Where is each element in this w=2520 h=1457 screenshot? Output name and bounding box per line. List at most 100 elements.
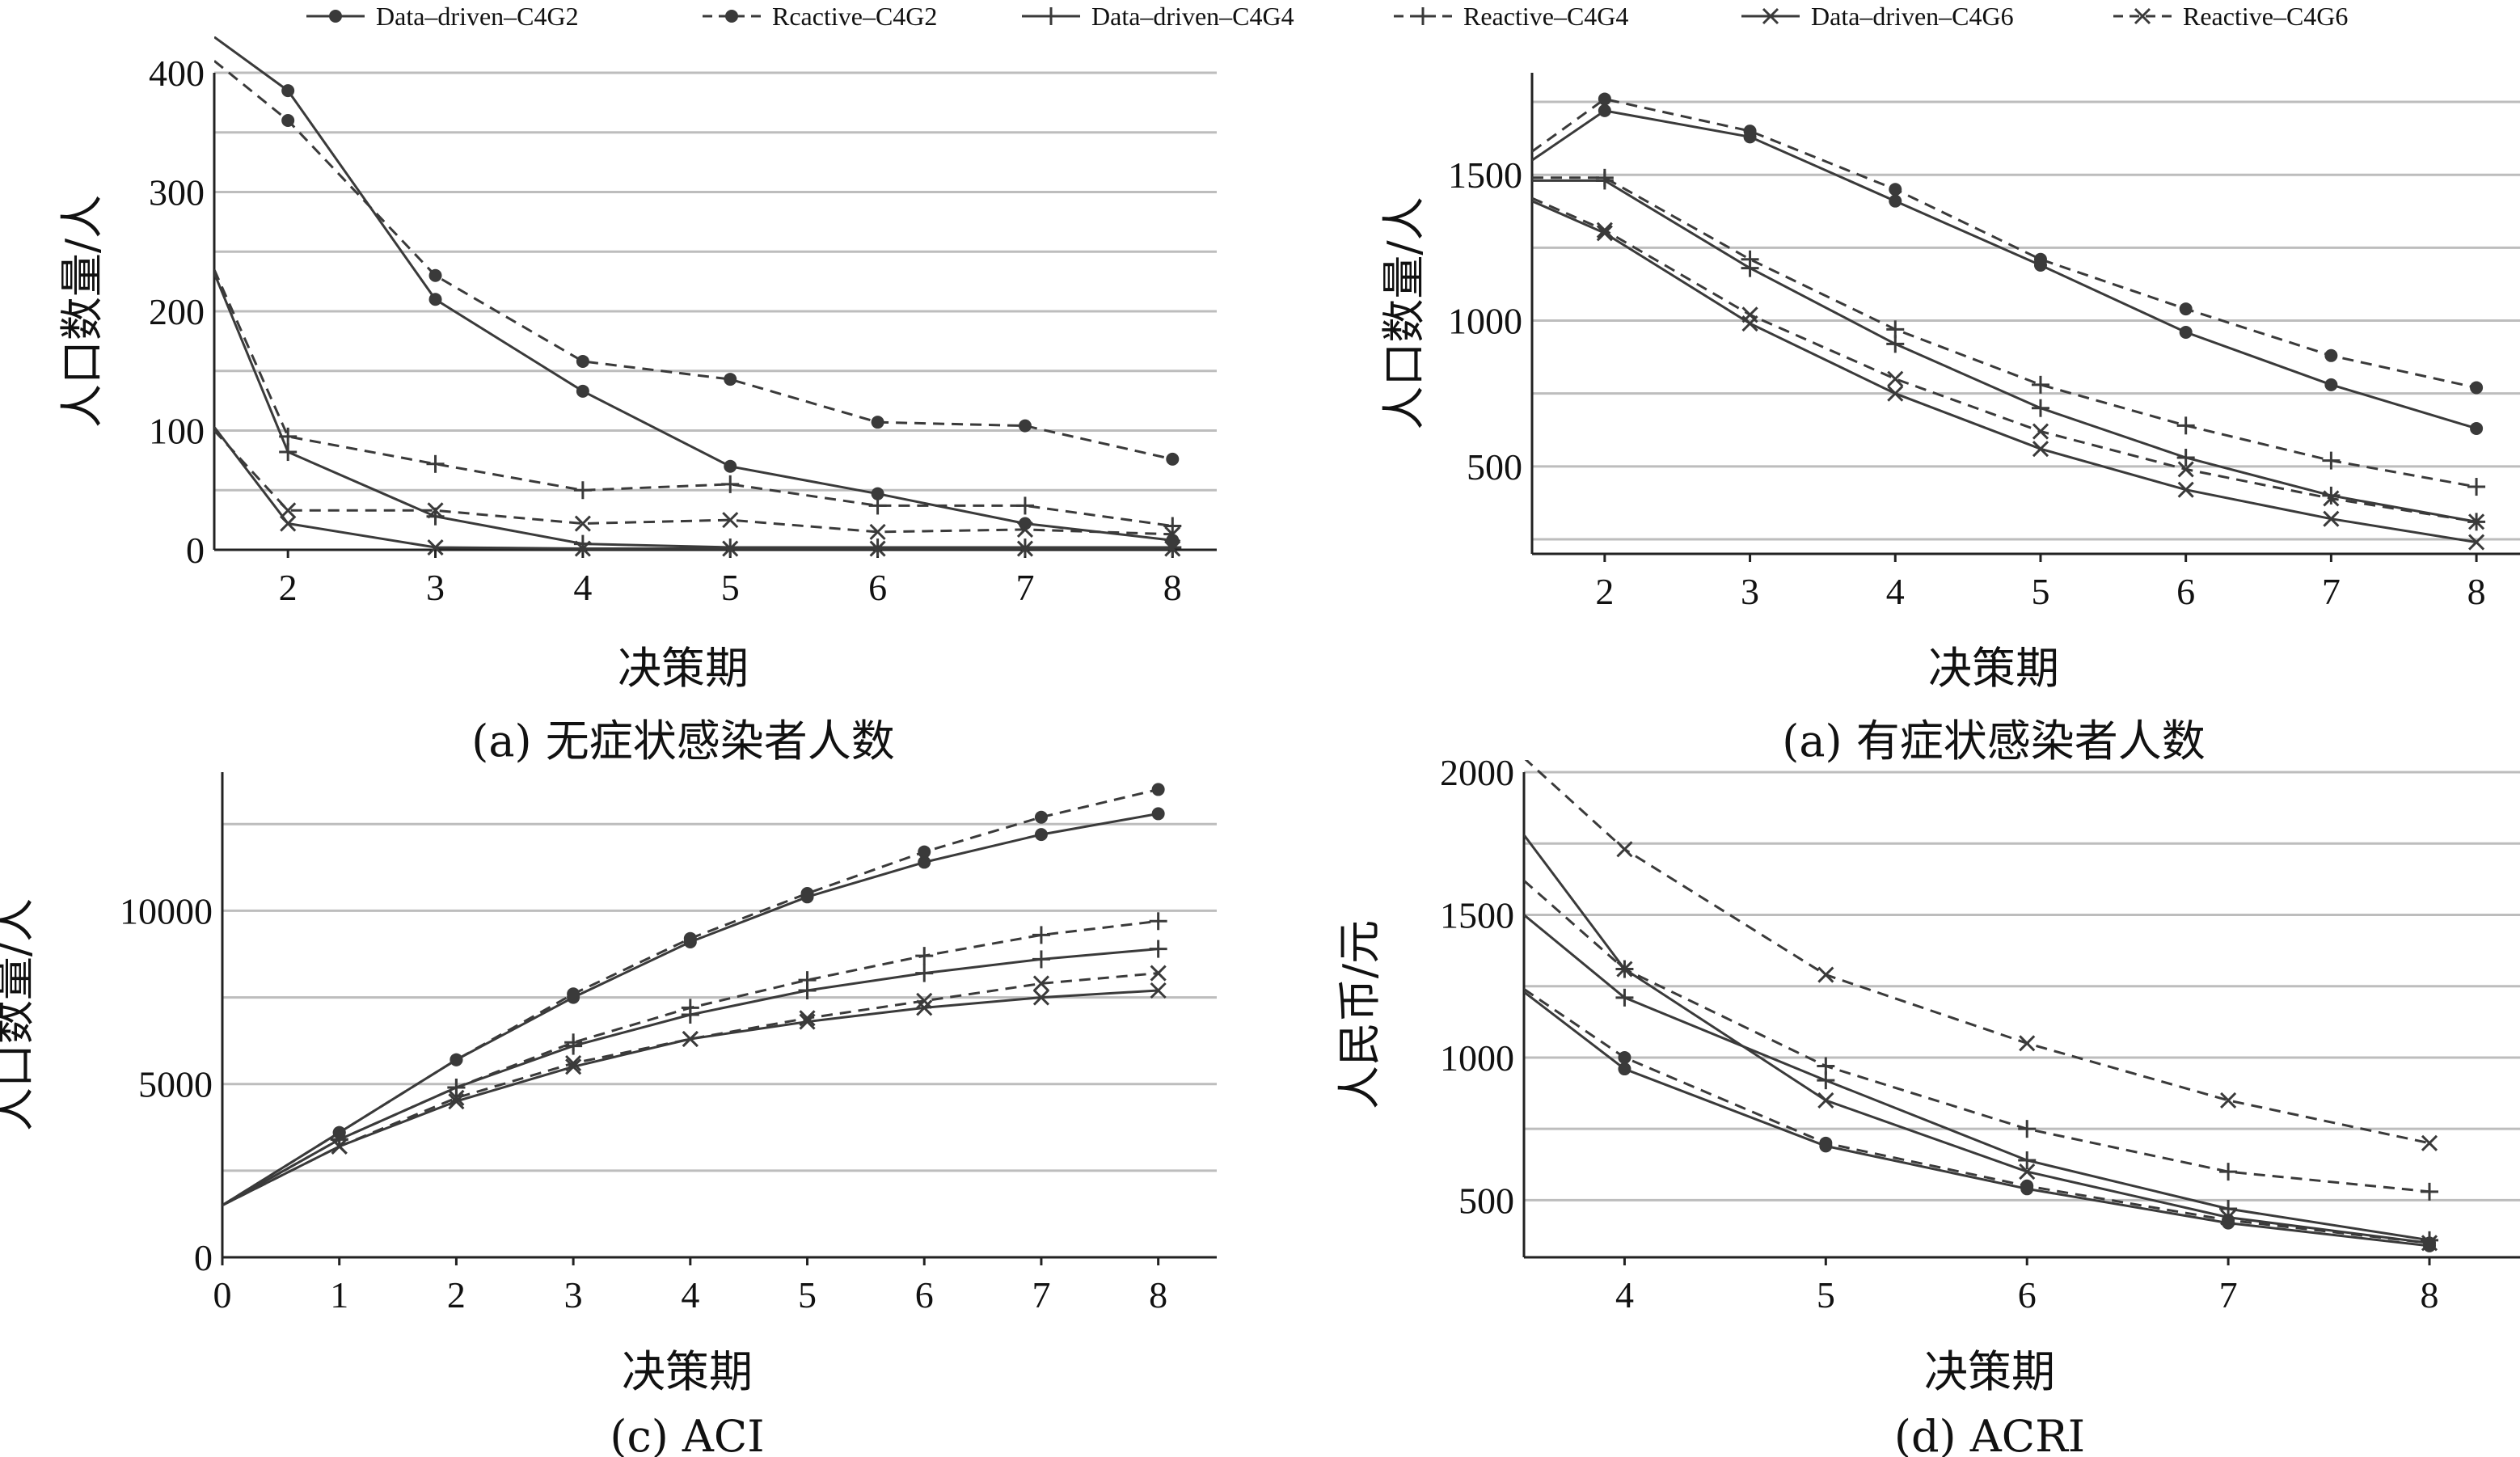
series-line (1532, 109, 2477, 430)
data-point (1618, 1050, 1631, 1064)
x-tick-label: 5 (721, 567, 740, 608)
series-3 (214, 268, 1182, 535)
x-tick-label: 8 (1163, 567, 1182, 608)
data-point (2322, 486, 2341, 505)
data-point (427, 538, 444, 556)
x-tick-label: 4 (1886, 571, 1905, 612)
x-tick-label: 6 (2176, 571, 2195, 612)
legend: Data–driven–C4G2 Rcactive–C4G2 Data–driven… (0, 0, 2520, 32)
data-point (2177, 461, 2194, 478)
series-line (1532, 176, 2477, 488)
data-point (2220, 1209, 2237, 1226)
x-tick-label: 8 (2467, 571, 2486, 612)
series-5 (1532, 196, 2485, 530)
data-point (2179, 302, 2193, 316)
data-point (2324, 378, 2338, 391)
data-point (426, 454, 445, 473)
x-tick-label: 4 (573, 567, 592, 608)
x-tick-label: 2 (447, 1274, 466, 1316)
y-tick-label: 400 (149, 53, 205, 94)
x-tick-label: 7 (1015, 567, 1034, 608)
y-tick-label: 2000 (1440, 752, 1514, 793)
x-tick-label: 7 (1032, 1274, 1050, 1316)
data-point (1616, 841, 1633, 858)
data-point (1151, 807, 1165, 821)
x-tick-label: 6 (915, 1274, 934, 1316)
data-point (1817, 966, 1834, 983)
series-3 (1524, 879, 2438, 1201)
series-line (1524, 914, 2430, 1242)
legend-item: Data–driven–C4G6 (1738, 0, 2014, 32)
data-point (2018, 1120, 2037, 1138)
data-point (331, 1138, 348, 1155)
data-point (280, 502, 297, 519)
data-point (428, 293, 442, 306)
series-1 (222, 783, 1165, 1206)
x-tick-label: 5 (798, 1274, 817, 1316)
data-point (574, 540, 591, 557)
data-point (2220, 1092, 2237, 1109)
data-point (1886, 320, 1905, 339)
data-point (871, 487, 884, 500)
data-point (1034, 828, 1048, 842)
legend-swatch (1741, 7, 1800, 25)
legend-marker (1414, 7, 1432, 25)
data-point (1032, 975, 1050, 992)
legend-swatch (703, 10, 761, 23)
legend-marker (329, 10, 342, 23)
series-5 (1524, 760, 2438, 1151)
x-axis-label: 决策期 (1928, 643, 2059, 694)
data-point (450, 1053, 463, 1066)
data-point (721, 475, 740, 493)
y-tick-label: 0 (194, 1237, 213, 1278)
series-0 (214, 36, 1180, 547)
x-tick-label: 6 (2018, 1274, 2037, 1316)
data-point (1032, 950, 1050, 969)
data-point (722, 512, 739, 529)
data-point (1164, 526, 1181, 543)
y-axis-label: 人口数量/人 (1378, 196, 1429, 429)
data-point (2176, 449, 2195, 467)
data-point (2177, 481, 2194, 498)
data-point (2324, 348, 2338, 362)
data-point (2322, 451, 2341, 470)
gridlines (1524, 771, 2520, 1201)
data-point (1151, 783, 1165, 796)
legend-item: Data–driven–C4G2 (303, 0, 579, 32)
x-axis-label: 决策期 (618, 643, 749, 694)
x-tick-label: 4 (1615, 1274, 1634, 1316)
data-point (1149, 940, 1167, 958)
data-point (2019, 1163, 2036, 1180)
y-tick-label: 0 (186, 530, 205, 571)
series-3 (1532, 168, 2486, 496)
legend-item: Reactive–C4G4 (1391, 0, 1628, 32)
series-0 (1524, 990, 2436, 1252)
data-point (1618, 1062, 1631, 1076)
series-line (214, 426, 1173, 550)
series-line (222, 948, 1159, 1207)
data-point (2468, 513, 2485, 530)
series-line (1524, 834, 2430, 1244)
data-point (2176, 416, 2195, 435)
data-point (1163, 517, 1182, 535)
data-point (576, 384, 589, 398)
y-tick-label: 300 (149, 172, 205, 213)
data-point (799, 1010, 816, 1027)
x-tick-label: 8 (1149, 1274, 1167, 1316)
data-point (1164, 540, 1181, 557)
data-point (2421, 1182, 2438, 1201)
data-point (279, 427, 298, 446)
data-point (918, 855, 931, 869)
series-line (1524, 879, 2430, 1193)
y-tick-label: 5000 (138, 1064, 213, 1105)
data-point (724, 373, 737, 386)
data-point (915, 947, 934, 965)
data-point (2179, 325, 2193, 339)
data-point (681, 999, 699, 1017)
series-line (214, 36, 1173, 542)
gridlines (214, 71, 1217, 551)
